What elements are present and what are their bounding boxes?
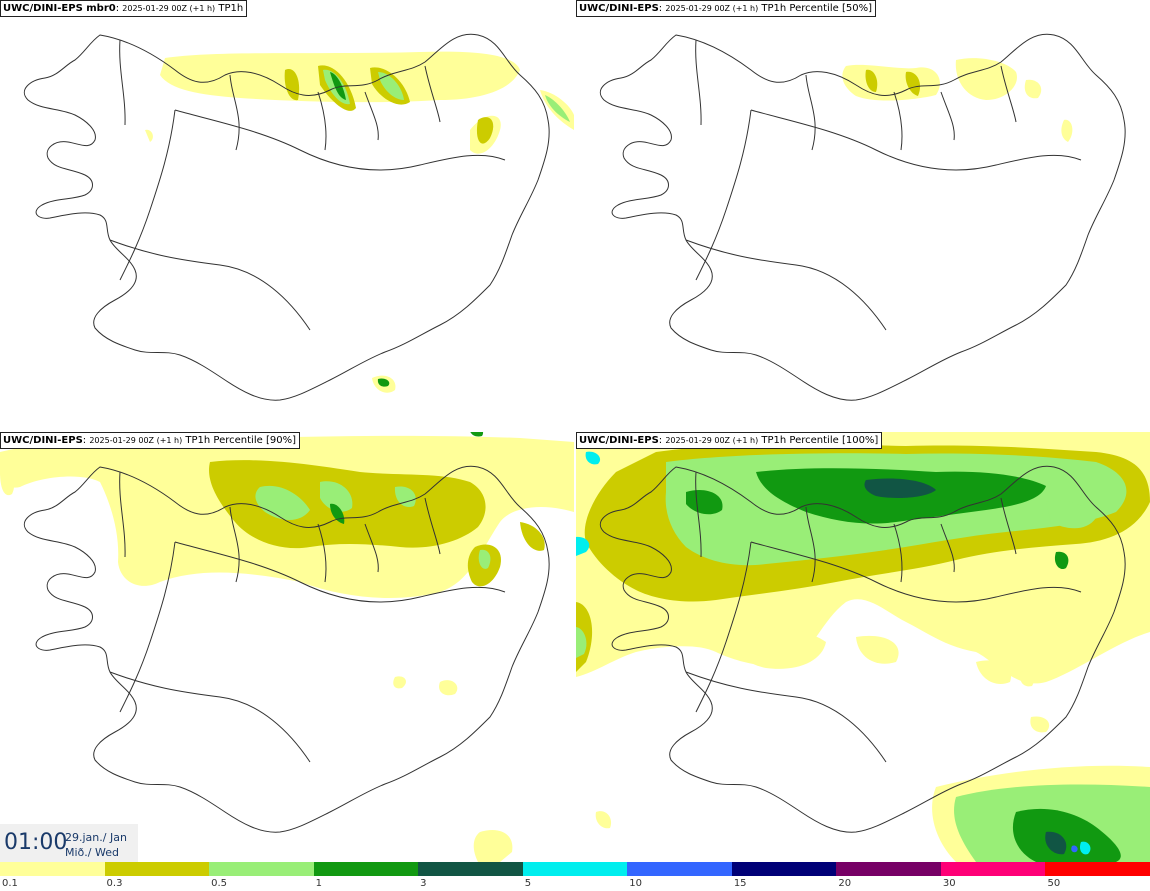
legend-swatch xyxy=(0,862,106,876)
iceland-outline xyxy=(599,465,1126,833)
legend-label: 3 xyxy=(420,878,427,889)
precip-map xyxy=(599,33,1126,401)
precip-overlay xyxy=(0,432,574,862)
legend-label: 10 xyxy=(629,878,642,889)
precip-overlay xyxy=(576,432,1150,862)
legend-swatch xyxy=(313,862,419,876)
valid-time-box: 01:00 29.jan./ Jan Mið./ Wed xyxy=(0,824,138,862)
precip-map xyxy=(23,33,574,401)
legend-swatch xyxy=(209,862,315,876)
legend-swatch xyxy=(1045,862,1150,876)
legend-swatch xyxy=(836,862,942,876)
legend-label: 50 xyxy=(1047,878,1061,889)
valid-date: 29.jan./ Jan xyxy=(65,831,127,844)
panel-title: UWC/DINI-EPS mbr0: 2025-01-29 00Z (+1 h)… xyxy=(0,0,248,17)
panel-title: UWC/DINI-EPS: 2025-01-29 00Z (+1 h) TP1h… xyxy=(576,0,876,17)
map-panel-p50: UWC/DINI-EPS: 2025-01-29 00Z (+1 h) TP1h… xyxy=(576,0,1150,430)
valid-weekday: Mið./ Wed xyxy=(65,846,119,859)
map-panel-member0: UWC/DINI-EPS mbr0: 2025-01-29 00Z (+1 h)… xyxy=(0,0,574,430)
precip-color-legend: 0.1 0.3 0.5 1 3 5 10 15 20 30 50 xyxy=(0,862,1150,891)
precip-overlay xyxy=(145,51,574,393)
legend-swatch xyxy=(104,862,210,876)
legend-label: 1 xyxy=(315,878,322,889)
legend-label: 30 xyxy=(942,878,956,889)
legend-swatch xyxy=(731,862,837,876)
legend-swatch xyxy=(418,862,524,876)
panel-divider-horizontal xyxy=(0,430,1150,432)
panel-title: UWC/DINI-EPS: 2025-01-29 00Z (+1 h) TP1h… xyxy=(576,432,883,449)
map-panel-p100: UWC/DINI-EPS: 2025-01-29 00Z (+1 h) TP1h… xyxy=(576,432,1150,862)
valid-time: 01:00 xyxy=(4,830,68,855)
legend-label: 0.5 xyxy=(211,878,227,889)
legend-label: 0.3 xyxy=(106,878,123,889)
legend-label: 5 xyxy=(524,878,532,889)
panel-title: UWC/DINI-EPS: 2025-01-29 00Z (+1 h) TP1h… xyxy=(0,432,300,449)
legend-swatch xyxy=(522,862,628,876)
map-panel-p90: UWC/DINI-EPS: 2025-01-29 00Z (+1 h) TP1h… xyxy=(0,432,574,862)
precip-map xyxy=(576,432,1150,862)
legend-label: 15 xyxy=(733,878,747,889)
iceland-outline xyxy=(23,465,550,833)
legend-label: 20 xyxy=(838,878,852,889)
legend-swatch xyxy=(940,862,1046,876)
iceland-outline xyxy=(23,33,550,401)
precip-map xyxy=(0,432,574,862)
iceland-outline xyxy=(599,33,1126,401)
legend-swatch xyxy=(627,862,733,876)
precip-overlay xyxy=(842,58,1073,142)
legend-label: 0.1 xyxy=(2,878,18,889)
